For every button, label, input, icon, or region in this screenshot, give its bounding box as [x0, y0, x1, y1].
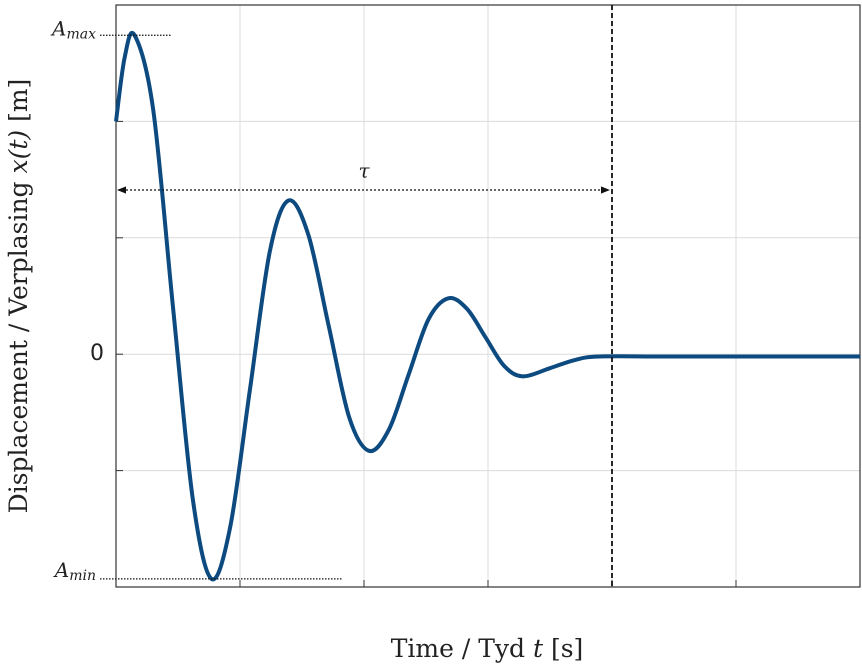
- data-line: [114, 31, 860, 582]
- amin-label: Amin: [53, 557, 96, 584]
- axis-label-part: t: [533, 634, 544, 663]
- amax-text: A: [50, 16, 66, 40]
- axis-label-part: [s]: [543, 634, 583, 663]
- axis-label-part: x(t): [4, 130, 33, 174]
- amin-subscript: min: [69, 568, 96, 584]
- x-axis-label: Time / Tyd t [s]: [391, 634, 584, 663]
- axis-label-part: Time / Tyd: [391, 634, 533, 663]
- amax-subscript: max: [66, 26, 96, 42]
- amax-label: Amax: [50, 16, 96, 43]
- tau-label: τ: [358, 159, 370, 183]
- axis-label-part: [m]: [4, 79, 33, 130]
- axis-label-part: Displacement / Verplasing: [4, 174, 33, 514]
- y-tick-label: 0: [90, 341, 104, 366]
- amin-text: A: [53, 557, 69, 581]
- y-axis-label: Displacement / Verplasing x(t) [m]: [4, 79, 33, 514]
